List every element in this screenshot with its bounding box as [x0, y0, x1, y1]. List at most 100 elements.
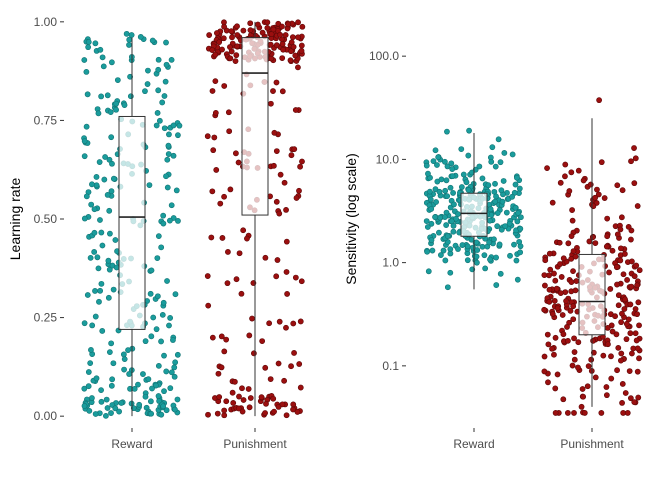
data-point-punishment	[551, 351, 557, 358]
data-point-reward	[493, 282, 500, 288]
data-point-reward	[113, 106, 119, 113]
data-point-punishment	[634, 282, 640, 289]
data-point-punishment	[258, 394, 265, 401]
data-point-reward	[120, 351, 127, 358]
data-point-reward	[101, 176, 108, 183]
data-point-punishment	[245, 386, 252, 392]
data-point-punishment	[221, 407, 228, 414]
data-point-punishment	[556, 239, 563, 246]
data-point-reward	[427, 196, 434, 203]
data-point-punishment	[604, 233, 611, 240]
data-point-punishment	[568, 169, 575, 176]
data-point-punishment	[298, 47, 305, 54]
data-point-punishment	[270, 395, 277, 402]
box-punishment	[578, 118, 606, 407]
data-point-punishment	[581, 410, 588, 416]
data-point-reward	[92, 313, 99, 320]
data-point-punishment	[569, 362, 576, 369]
data-point-reward	[429, 247, 436, 254]
box-reward	[118, 37, 146, 417]
data-point-reward	[106, 207, 113, 214]
data-point-punishment	[283, 238, 290, 245]
data-point-punishment	[562, 161, 569, 168]
data-point-punishment	[636, 322, 642, 329]
data-point-punishment	[542, 257, 549, 264]
data-point-reward	[507, 252, 513, 259]
data-point-punishment	[568, 233, 575, 240]
data-point-reward	[83, 69, 90, 75]
data-point-punishment	[285, 21, 292, 28]
data-point-punishment	[592, 240, 599, 246]
data-point-reward	[81, 138, 88, 145]
data-point-reward	[428, 237, 435, 244]
data-point-punishment	[289, 34, 296, 41]
data-point-reward	[432, 186, 439, 193]
data-point-punishment	[635, 394, 642, 401]
data-point-punishment	[592, 374, 599, 381]
data-point-reward	[497, 159, 504, 166]
data-point-punishment	[569, 217, 576, 224]
data-point-reward	[473, 253, 480, 260]
data-point-punishment	[267, 376, 274, 383]
data-point-reward	[170, 122, 177, 129]
data-point-punishment	[573, 278, 580, 284]
data-point-punishment	[288, 48, 294, 55]
data-point-reward	[95, 110, 102, 117]
data-point-punishment	[575, 167, 582, 174]
data-point-reward	[99, 54, 106, 61]
data-point-punishment	[273, 79, 280, 86]
data-point-reward	[161, 93, 168, 99]
data-point-punishment	[283, 206, 289, 213]
data-point-reward	[172, 359, 179, 366]
data-point-punishment	[293, 195, 300, 201]
data-point-reward	[430, 158, 437, 165]
data-point-reward	[447, 184, 454, 191]
data-point-reward	[174, 351, 181, 358]
data-point-reward	[148, 333, 155, 340]
data-point-reward	[92, 40, 99, 47]
data-point-reward	[88, 201, 95, 208]
data-point-reward	[118, 400, 125, 406]
data-point-punishment	[564, 324, 570, 330]
data-point-reward	[174, 396, 181, 403]
data-point-punishment	[217, 200, 224, 207]
data-point-punishment	[240, 397, 247, 403]
data-point-reward	[500, 178, 507, 184]
data-point-reward	[489, 144, 496, 151]
data-point-reward	[444, 163, 451, 170]
data-point-punishment	[633, 262, 640, 269]
data-point-punishment	[580, 177, 587, 184]
data-point-reward	[512, 181, 519, 188]
data-point-punishment	[580, 393, 587, 400]
data-point-reward	[85, 369, 92, 375]
data-point-punishment	[541, 368, 548, 375]
data-point-reward	[126, 42, 132, 48]
data-point-punishment	[634, 311, 641, 318]
data-point-punishment	[631, 273, 638, 280]
data-point-punishment	[571, 335, 577, 342]
data-point-punishment	[296, 187, 302, 194]
data-point-punishment	[560, 331, 567, 338]
data-point-punishment	[247, 27, 254, 34]
data-point-punishment	[551, 270, 557, 277]
data-point-reward	[91, 249, 98, 255]
data-point-punishment	[283, 412, 290, 419]
data-point-punishment	[221, 412, 228, 419]
data-point-reward	[474, 259, 480, 266]
data-point-reward	[91, 229, 98, 236]
data-point-reward	[166, 217, 173, 224]
data-point-punishment	[570, 316, 577, 323]
data-point-punishment	[205, 302, 212, 309]
data-point-punishment	[612, 313, 618, 320]
data-point-reward	[81, 403, 88, 409]
data-point-punishment	[614, 231, 621, 238]
data-point-reward	[94, 254, 101, 261]
data-point-reward	[442, 214, 448, 220]
data-point-reward	[158, 244, 165, 251]
data-point-punishment	[544, 331, 551, 338]
data-point-punishment	[292, 52, 299, 59]
data-point-punishment	[615, 292, 622, 299]
data-point-reward	[121, 356, 128, 363]
data-point-reward	[517, 225, 524, 232]
data-point-reward	[108, 410, 114, 416]
